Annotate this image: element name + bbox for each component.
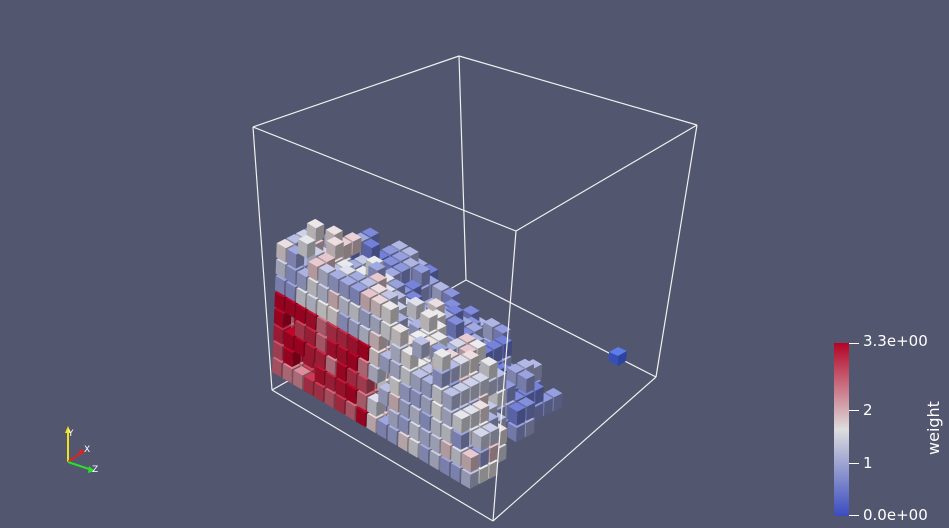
tick-1	[849, 463, 859, 464]
tick-label-max: 3.3e+00	[863, 332, 928, 350]
z-axis-arrow	[88, 466, 95, 473]
colormap-gradient-bar	[834, 343, 849, 516]
y-axis-arrow	[65, 426, 71, 433]
legend-title: weight	[924, 401, 943, 455]
tick-max	[849, 343, 859, 344]
tick-label-2: 2	[863, 401, 873, 419]
tick-label-min: 0.0e+00	[863, 506, 928, 524]
tick-label-1: 1	[863, 454, 873, 472]
orientation-axes: Y X Z	[65, 426, 98, 475]
voxel-cloud	[272, 218, 563, 489]
bounding-box-front	[252, 124, 698, 522]
y-axis-label: Y	[67, 429, 74, 439]
tick-2	[849, 410, 859, 411]
tick-min	[849, 515, 859, 516]
x-axis-label: X	[84, 445, 90, 455]
x-axis-arrow	[79, 449, 85, 455]
z-axis-line	[67, 461, 93, 471]
z-axis-label: Z	[92, 465, 98, 475]
outlier-voxel	[609, 347, 627, 366]
x-axis-line	[67, 451, 83, 463]
